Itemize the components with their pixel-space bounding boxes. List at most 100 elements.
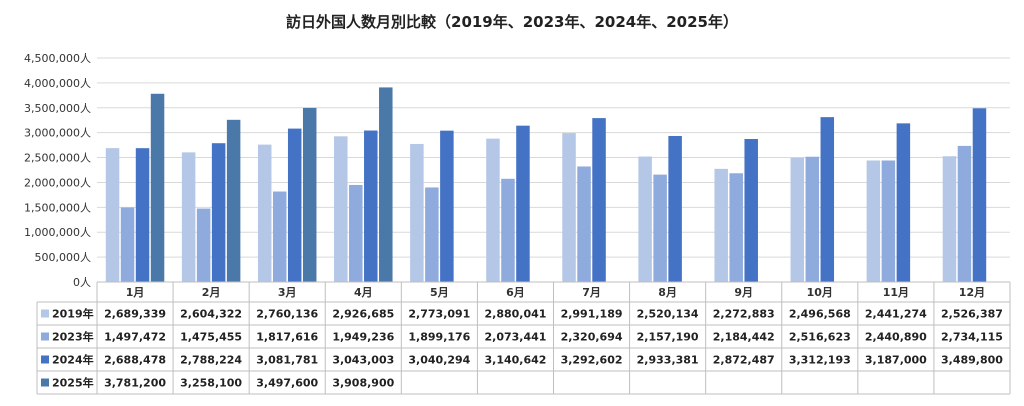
- bar-2019年-2月: [181, 152, 196, 282]
- data-label: 1,475,455: [180, 331, 242, 344]
- bar-2019年-3月: [257, 144, 272, 282]
- y-axis-ticks: 0人 500,000人 1,000,000人 1,500,000人 2,000,000人…: [24, 52, 91, 289]
- bar-2024年-11月: [896, 123, 911, 283]
- y-tick-label: 3,000,000人: [24, 127, 91, 140]
- data-label: 2,184,442: [713, 331, 775, 344]
- y-tick-label: 0人: [73, 276, 91, 289]
- x-tick-label: 9月: [734, 286, 753, 299]
- data-label: 3,040,294: [408, 354, 470, 367]
- bar-2023年-1月: [120, 207, 135, 282]
- data-label: 3,081,781: [256, 354, 318, 367]
- data-label: 2,991,189: [561, 308, 623, 321]
- data-label: 1,899,176: [408, 331, 470, 344]
- y-tick-label: 3,500,000人: [24, 102, 91, 115]
- data-label: 3,187,000: [865, 354, 927, 367]
- bar-2024年-3月: [287, 128, 302, 282]
- gridlines: [97, 57, 1010, 283]
- legend-label: 2023年: [52, 330, 94, 344]
- y-tick-label: 1,000,000人: [24, 226, 91, 239]
- y-tick-label: 500,000人: [35, 251, 92, 264]
- y-tick-label: 1,500,000人: [24, 201, 91, 214]
- x-tick-label: 10月: [807, 286, 833, 299]
- bar-2025年-2月: [226, 119, 241, 282]
- y-tick-label: 2,000,000人: [24, 176, 91, 189]
- y-tick-label: 4,000,000人: [24, 77, 91, 90]
- data-label: 2,880,041: [484, 308, 546, 321]
- data-label: 2,516,623: [789, 331, 851, 344]
- data-label: 3,292,602: [561, 354, 623, 367]
- bar-2024年-9月: [744, 139, 758, 282]
- data-label: 2,320,694: [561, 331, 623, 344]
- bar-2023年-12月: [957, 145, 972, 282]
- bar-2025年-1月: [150, 93, 165, 282]
- legend-label: 2024年: [52, 353, 94, 367]
- data-label: 1,497,472: [104, 331, 166, 344]
- data-label: 2,526,387: [941, 308, 1003, 321]
- bar-series: [105, 87, 987, 283]
- bar-2024年-8月: [668, 135, 682, 282]
- x-tick-label: 12月: [959, 286, 985, 299]
- bar-2023年-2月: [196, 208, 211, 282]
- data-label: 3,258,100: [180, 377, 242, 390]
- bar-2019年-1月: [105, 148, 120, 282]
- data-label: 2,788,224: [180, 354, 242, 367]
- data-label: 1,817,616: [256, 331, 318, 344]
- bar-2023年-10月: [805, 156, 820, 282]
- x-tick-label: 2月: [202, 286, 221, 299]
- legend-label: 2025年: [52, 376, 94, 390]
- bar-2023年-8月: [653, 174, 667, 282]
- legend-swatch: [41, 355, 49, 364]
- legend-label: 2019年: [52, 307, 94, 321]
- y-tick-label: 2,500,000人: [24, 152, 91, 165]
- data-label: 2,760,136: [256, 308, 318, 321]
- bar-2024年-7月: [592, 118, 606, 282]
- bar-2024年-4月: [364, 130, 378, 282]
- bar-2023年-11月: [881, 160, 896, 282]
- x-tick-label: 6月: [506, 286, 525, 299]
- data-label: 2,734,115: [941, 331, 1003, 344]
- legend-swatch: [41, 309, 49, 318]
- data-label: 2,604,322: [180, 308, 242, 321]
- data-label: 2,926,685: [332, 308, 394, 321]
- bar-2023年-9月: [729, 173, 743, 282]
- data-label: 2,872,487: [713, 354, 775, 367]
- bar-2024年-5月: [440, 130, 454, 282]
- data-label: 2,073,441: [484, 331, 546, 344]
- data-label: 2,520,134: [637, 308, 699, 321]
- bar-2025年-3月: [302, 107, 317, 282]
- bar-2025年-4月: [379, 87, 393, 282]
- bar-2024年-6月: [516, 125, 530, 282]
- legend-swatch: [41, 332, 49, 341]
- legend-swatch: [41, 378, 49, 387]
- x-tick-label: 11月: [883, 286, 909, 299]
- bar-2024年-10月: [820, 117, 835, 282]
- data-table: 1月 2月 3月 4月 5月 6月 7月 8月 9月 10月 11月 12月 2019年 2,689,33…: [36, 281, 1011, 395]
- data-label: 2,440,890: [865, 331, 927, 344]
- bar-2023年-4月: [349, 184, 363, 282]
- data-label: 1,949,236: [332, 331, 394, 344]
- bar-2019年-5月: [410, 143, 424, 282]
- data-label: 3,312,193: [789, 354, 851, 367]
- bar-2019年-6月: [486, 138, 500, 282]
- chart-title: 訪日外国人数月別比較（2019年、2023年、2024年、2025年）: [286, 13, 738, 31]
- data-label: 2,689,339: [104, 308, 166, 321]
- x-tick-label: 4月: [354, 286, 373, 299]
- data-label: 2,688,478: [104, 354, 166, 367]
- x-tick-label: 1月: [126, 286, 145, 299]
- bar-2024年-1月: [135, 148, 150, 282]
- bar-2023年-3月: [272, 191, 287, 282]
- bar-2023年-7月: [577, 166, 591, 282]
- y-tick-label: 4,500,000人: [24, 52, 91, 65]
- data-label: 3,043,003: [332, 354, 394, 367]
- bar-2024年-2月: [211, 143, 226, 282]
- bar-2023年-5月: [425, 187, 439, 282]
- x-tick-label: 3月: [278, 286, 297, 299]
- data-label: 2,773,091: [408, 308, 470, 321]
- data-label: 2,496,568: [789, 308, 851, 321]
- bar-2019年-10月: [790, 157, 805, 282]
- bar-2019年-7月: [562, 133, 576, 282]
- bar-2024年-12月: [972, 108, 987, 282]
- data-label: 3,497,600: [256, 377, 318, 390]
